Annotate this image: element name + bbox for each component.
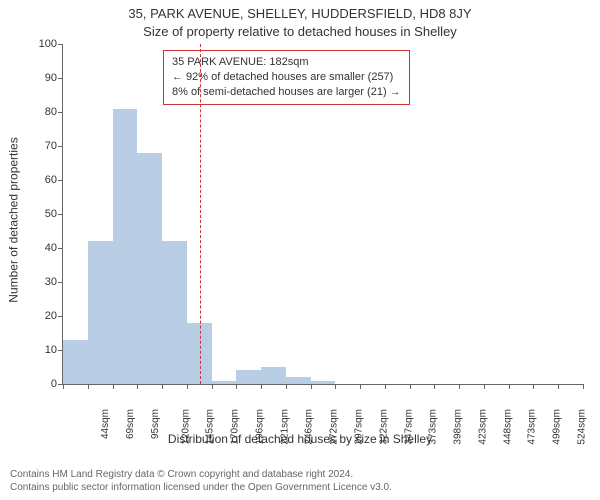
chart-title-line2: Size of property relative to detached ho… xyxy=(0,24,600,39)
y-tick-label: 90 xyxy=(27,72,57,84)
footer-attribution: Contains HM Land Registry data © Crown c… xyxy=(10,468,590,494)
y-tick-mark xyxy=(58,78,63,79)
x-tick-mark xyxy=(360,384,361,389)
histogram-bar xyxy=(311,381,336,384)
x-tick-mark xyxy=(558,384,559,389)
footer-line1: Contains HM Land Registry data © Crown c… xyxy=(10,468,590,481)
x-tick-mark xyxy=(236,384,237,389)
y-tick-mark xyxy=(58,44,63,45)
x-tick-mark xyxy=(311,384,312,389)
annotation-line1: 35 PARK AVENUE: 182sqm xyxy=(172,55,401,70)
chart-title-line1: 35, PARK AVENUE, SHELLEY, HUDDERSFIELD, … xyxy=(0,6,600,21)
x-tick-mark xyxy=(484,384,485,389)
x-tick-mark xyxy=(286,384,287,389)
x-tick-mark xyxy=(63,384,64,389)
reference-line xyxy=(200,44,201,384)
y-tick-mark xyxy=(58,282,63,283)
annotation-line2: ← 92% of detached houses are smaller (25… xyxy=(172,70,401,85)
chart-container: 35, PARK AVENUE, SHELLEY, HUDDERSFIELD, … xyxy=(0,0,600,500)
footer-line2: Contains public sector information licen… xyxy=(10,481,590,494)
y-tick-mark xyxy=(58,146,63,147)
plot-area: 35 PARK AVENUE: 182sqm ← 92% of detached… xyxy=(62,44,583,385)
y-tick-mark xyxy=(58,248,63,249)
y-tick-label: 20 xyxy=(27,310,57,322)
annotation-line3: 8% of semi-detached houses are larger (2… xyxy=(172,85,401,100)
y-tick-label: 10 xyxy=(27,344,57,356)
y-tick-mark xyxy=(58,180,63,181)
y-tick-mark xyxy=(58,316,63,317)
x-tick-mark xyxy=(459,384,460,389)
x-tick-mark xyxy=(385,384,386,389)
histogram-bar xyxy=(137,153,162,384)
y-tick-label: 70 xyxy=(27,140,57,152)
x-tick-mark xyxy=(533,384,534,389)
x-tick-mark xyxy=(583,384,584,389)
y-tick-label: 50 xyxy=(27,208,57,220)
histogram-bar xyxy=(88,241,113,384)
x-axis-label: Distribution of detached houses by size … xyxy=(0,432,600,446)
x-tick-mark xyxy=(88,384,89,389)
histogram-bar xyxy=(162,241,187,384)
x-tick-mark xyxy=(434,384,435,389)
y-tick-label: 80 xyxy=(27,106,57,118)
histogram-bar xyxy=(63,340,88,384)
x-tick-mark xyxy=(212,384,213,389)
histogram-bar xyxy=(286,377,311,384)
x-tick-mark xyxy=(509,384,510,389)
y-tick-mark xyxy=(58,112,63,113)
x-tick-mark xyxy=(187,384,188,389)
y-tick-label: 100 xyxy=(27,38,57,50)
y-tick-mark xyxy=(58,214,63,215)
x-tick-mark xyxy=(137,384,138,389)
histogram-bar xyxy=(236,370,261,384)
x-tick-mark xyxy=(410,384,411,389)
x-tick-mark xyxy=(113,384,114,389)
histogram-bar xyxy=(113,109,138,384)
y-tick-label: 60 xyxy=(27,174,57,186)
histogram-bar xyxy=(212,381,237,384)
histogram-bar xyxy=(261,367,286,384)
y-tick-label: 40 xyxy=(27,242,57,254)
y-tick-label: 0 xyxy=(27,378,57,390)
x-tick-mark xyxy=(335,384,336,389)
x-tick-mark xyxy=(162,384,163,389)
y-tick-label: 30 xyxy=(27,276,57,288)
x-tick-mark xyxy=(261,384,262,389)
y-axis-label: Number of detached properties xyxy=(4,0,24,440)
